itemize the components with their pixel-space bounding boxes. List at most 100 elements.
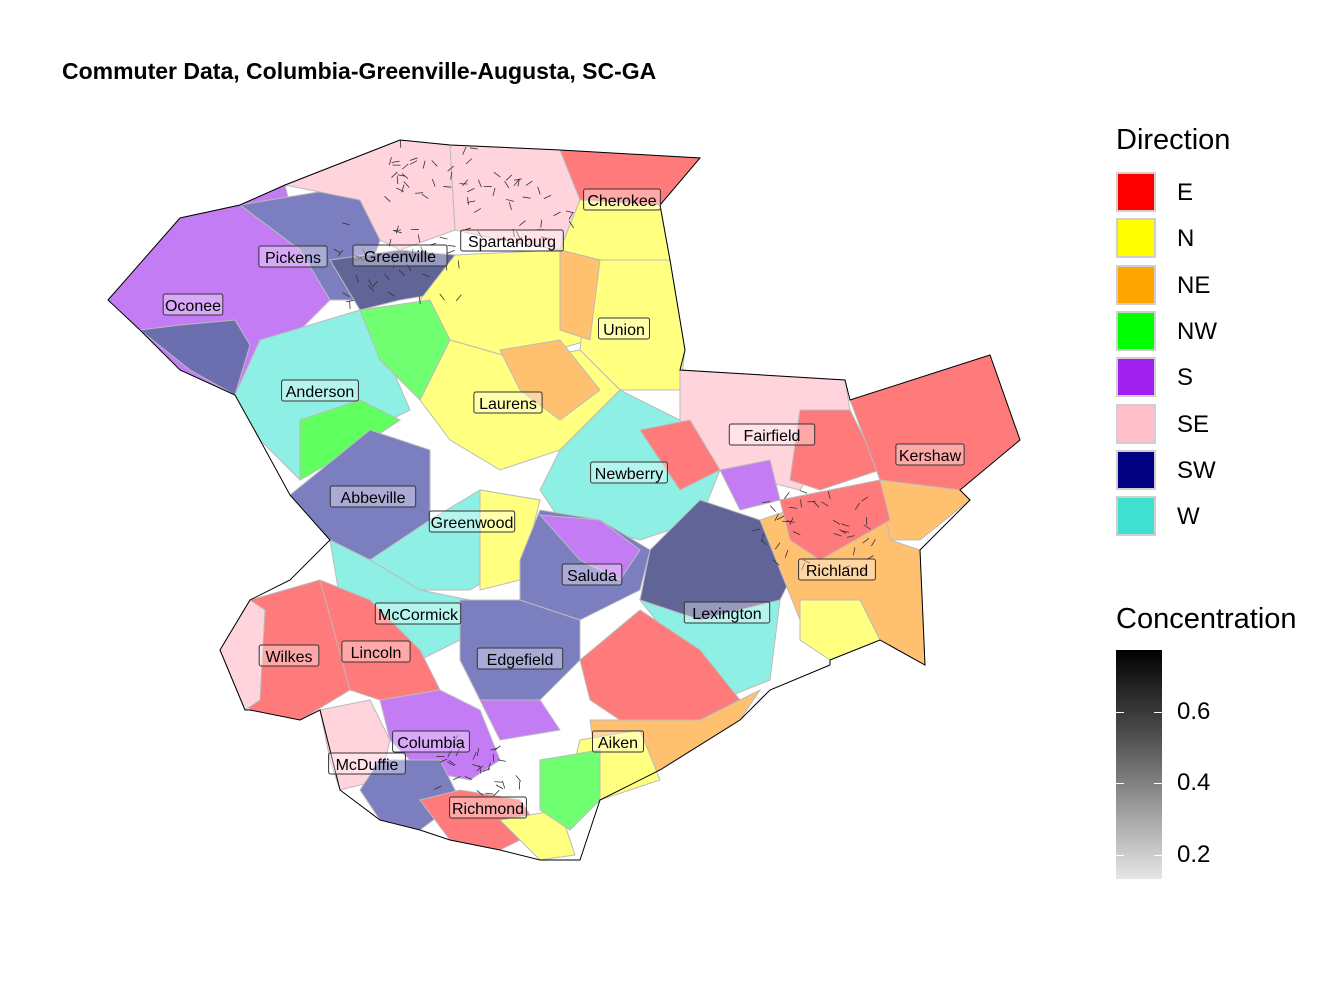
county-label: Oconee xyxy=(162,293,224,316)
region-fairfield-e xyxy=(789,409,881,491)
commuter-arrow xyxy=(349,300,351,309)
region-oconee-sw xyxy=(138,319,251,396)
svg-text:Columbia: Columbia xyxy=(397,735,465,752)
svg-text:Fairfield: Fairfield xyxy=(744,428,801,445)
commuter-arrow xyxy=(516,231,521,239)
commuter-arrow xyxy=(842,565,851,569)
county-label: Pickens xyxy=(258,245,328,268)
direction-legend-item: SE xyxy=(1116,402,1316,448)
concentration-tick-label: 0.6 xyxy=(1177,698,1211,725)
commuter-arrow xyxy=(454,741,463,745)
svg-text:Lexington: Lexington xyxy=(692,606,761,623)
commuter-arrow xyxy=(493,789,500,797)
commuter-arrow xyxy=(450,171,453,180)
commuter-arrow xyxy=(482,768,491,772)
commuter-arrow xyxy=(492,754,495,763)
svg-text:Anderson: Anderson xyxy=(286,384,355,401)
commuter-arrow xyxy=(333,248,342,254)
svg-text:McDuffie: McDuffie xyxy=(336,757,399,774)
commuter-arrow xyxy=(439,236,448,240)
concentration-tick xyxy=(1154,712,1162,713)
direction-legend-item: NE xyxy=(1116,263,1316,309)
commuter-arrow xyxy=(420,246,425,254)
commuter-arrow xyxy=(513,178,522,181)
commuter-arrow xyxy=(871,538,876,547)
direction-legend-title: Direction xyxy=(1116,124,1231,156)
commuter-arrow xyxy=(467,196,469,206)
county-label: Richmond xyxy=(449,796,527,819)
commuter-arrow xyxy=(807,500,816,503)
commuter-arrow xyxy=(485,792,494,795)
commuter-arrow xyxy=(782,520,791,523)
commuter-arrow xyxy=(427,252,434,260)
svg-text:Abbeville: Abbeville xyxy=(341,490,406,507)
commuter-arrow xyxy=(388,157,392,166)
commuter-arrow xyxy=(453,776,461,781)
svg-text:Richmond: Richmond xyxy=(452,801,524,818)
commuter-arrow xyxy=(367,279,373,287)
commuter-arrow xyxy=(406,263,412,272)
commuter-arrow xyxy=(372,280,378,288)
commuter-arrow xyxy=(860,567,867,574)
commuter-arrow xyxy=(384,273,390,281)
direction-legend-item: N xyxy=(1116,216,1316,262)
commuter-arrow xyxy=(762,501,771,503)
commuter-arrow xyxy=(391,171,398,178)
commuter-arrow xyxy=(519,220,526,227)
commuter-arrow xyxy=(522,196,531,199)
commuter-arrow xyxy=(493,172,501,178)
county-label: Union xyxy=(598,317,650,340)
commuter-arrow xyxy=(504,180,510,189)
commuter-arrow xyxy=(462,146,467,155)
svg-text:Edgefield: Edgefield xyxy=(487,652,554,669)
commuter-arrow xyxy=(827,491,831,500)
commuter-arrow xyxy=(540,219,543,228)
region-outline xyxy=(107,139,1021,861)
county-label: Aiken xyxy=(592,730,644,753)
commuter-arrow xyxy=(517,178,520,187)
concentration-gradient-bar xyxy=(1116,650,1162,879)
commuter-arrow xyxy=(469,147,478,150)
direction-legend-item: E xyxy=(1116,170,1316,216)
commuter-arrow xyxy=(362,248,367,257)
commuter-arrow xyxy=(479,765,482,774)
commuter-arrow xyxy=(447,249,455,254)
direction-label: NW xyxy=(1177,317,1217,345)
commuter-arrow xyxy=(760,539,768,546)
commuter-arrow xyxy=(433,785,442,790)
commuter-arrows xyxy=(333,139,876,797)
commuter-arrow xyxy=(492,187,496,196)
region-richmond-s xyxy=(498,809,576,861)
commuter-arrow xyxy=(770,505,776,512)
commuter-arrow xyxy=(786,520,795,523)
commuter-arrow xyxy=(565,210,574,214)
commuter-arrow xyxy=(395,225,399,234)
commuter-arrow xyxy=(568,212,574,220)
direction-legend-item: NW xyxy=(1116,309,1316,355)
region-richmond-e xyxy=(539,749,601,831)
commuter-arrow xyxy=(417,234,421,243)
commuter-arrow xyxy=(505,174,513,181)
commuter-arrow xyxy=(553,211,561,217)
commuter-arrow xyxy=(388,238,392,247)
commuter-arrow xyxy=(396,176,399,185)
commuter-arrow xyxy=(841,523,850,527)
commuter-arrow xyxy=(354,255,363,259)
map-title: Commuter Data, Columbia-Greenville-Augus… xyxy=(62,58,657,84)
svg-text:Union: Union xyxy=(603,322,645,339)
commuter-arrow xyxy=(399,252,405,261)
commuter-arrow xyxy=(772,559,780,566)
direction-swatch xyxy=(1116,403,1156,444)
commuter-arrow xyxy=(789,517,794,526)
commuter-arrow xyxy=(467,187,475,193)
commuter-arrow xyxy=(784,550,789,558)
county-label: Fairfield xyxy=(728,423,816,446)
commuter-arrow xyxy=(784,492,790,499)
county-label: Richland xyxy=(798,558,876,581)
svg-text:Wilkes: Wilkes xyxy=(265,649,312,666)
svg-text:Spartanburg: Spartanburg xyxy=(468,234,556,251)
commuter-arrow xyxy=(403,181,410,188)
county-label: Lexington xyxy=(683,601,771,624)
svg-text:Saluda: Saluda xyxy=(567,568,617,585)
